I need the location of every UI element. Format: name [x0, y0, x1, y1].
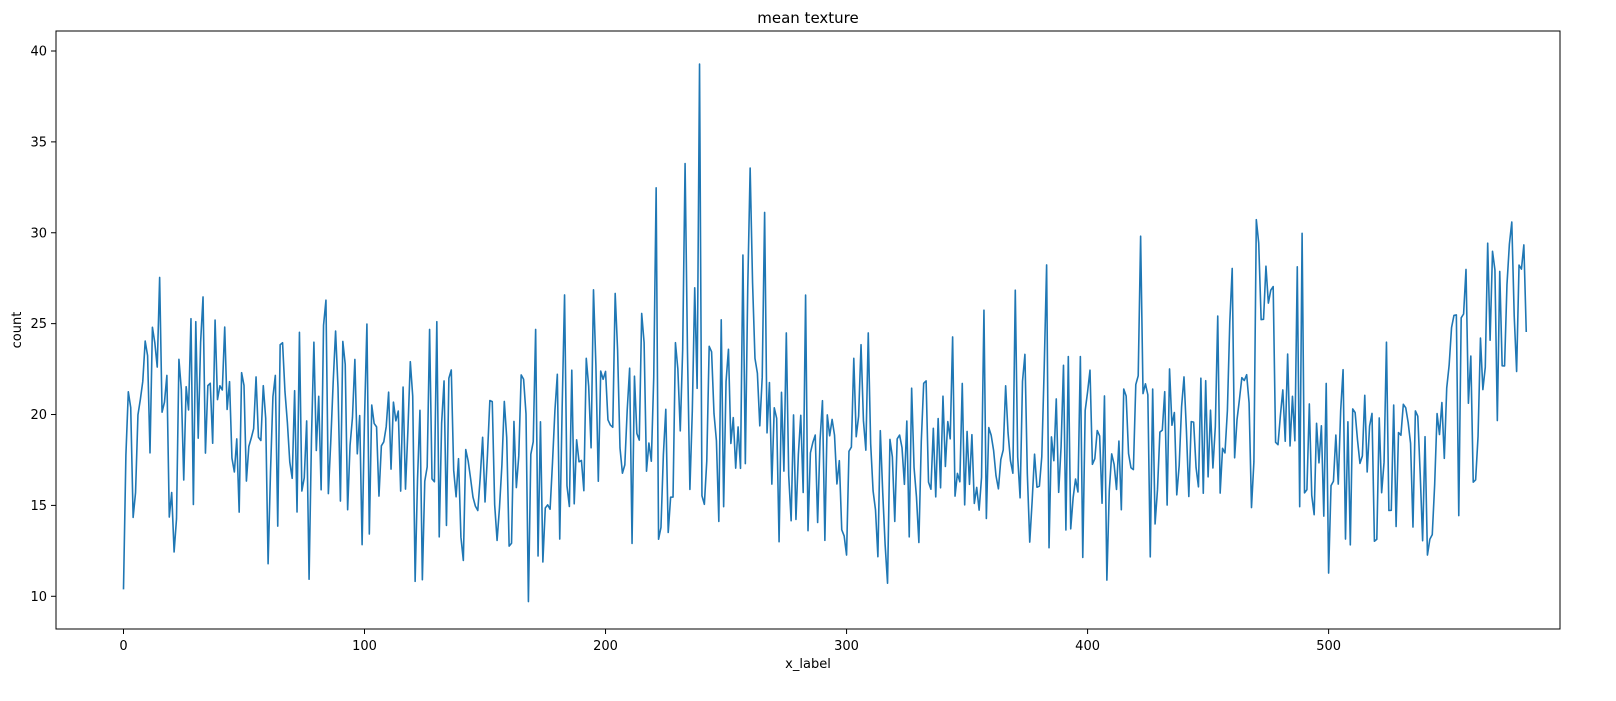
y-tick-label: 15 [30, 499, 47, 514]
series-line [122, 63, 1528, 603]
y-tick-label: 30 [30, 226, 47, 241]
y-tick-label: 10 [30, 590, 47, 605]
series-layer [122, 63, 1528, 603]
x-tick-label: 400 [1075, 639, 1100, 654]
x-tick-label: 100 [352, 639, 377, 654]
x-axis-label: x_label [785, 657, 831, 672]
y-tick-label: 40 [30, 44, 47, 59]
x-axis-ticks: 0 100 200 300 400 500 [119, 629, 1341, 654]
x-tick-label: 500 [1316, 639, 1341, 654]
y-axis-label: count [10, 312, 25, 349]
x-tick-label: 300 [834, 639, 859, 654]
plot-area-frame [55, 30, 1561, 630]
y-axis-ticks: 10 15 20 25 30 35 40 [30, 44, 56, 605]
y-tick-label: 20 [30, 408, 47, 423]
y-tick-label: 25 [30, 317, 47, 332]
x-tick-label: 0 [119, 639, 127, 654]
chart-title: mean texture [757, 9, 858, 27]
x-tick-label: 200 [593, 639, 618, 654]
y-tick-label: 35 [30, 135, 47, 150]
